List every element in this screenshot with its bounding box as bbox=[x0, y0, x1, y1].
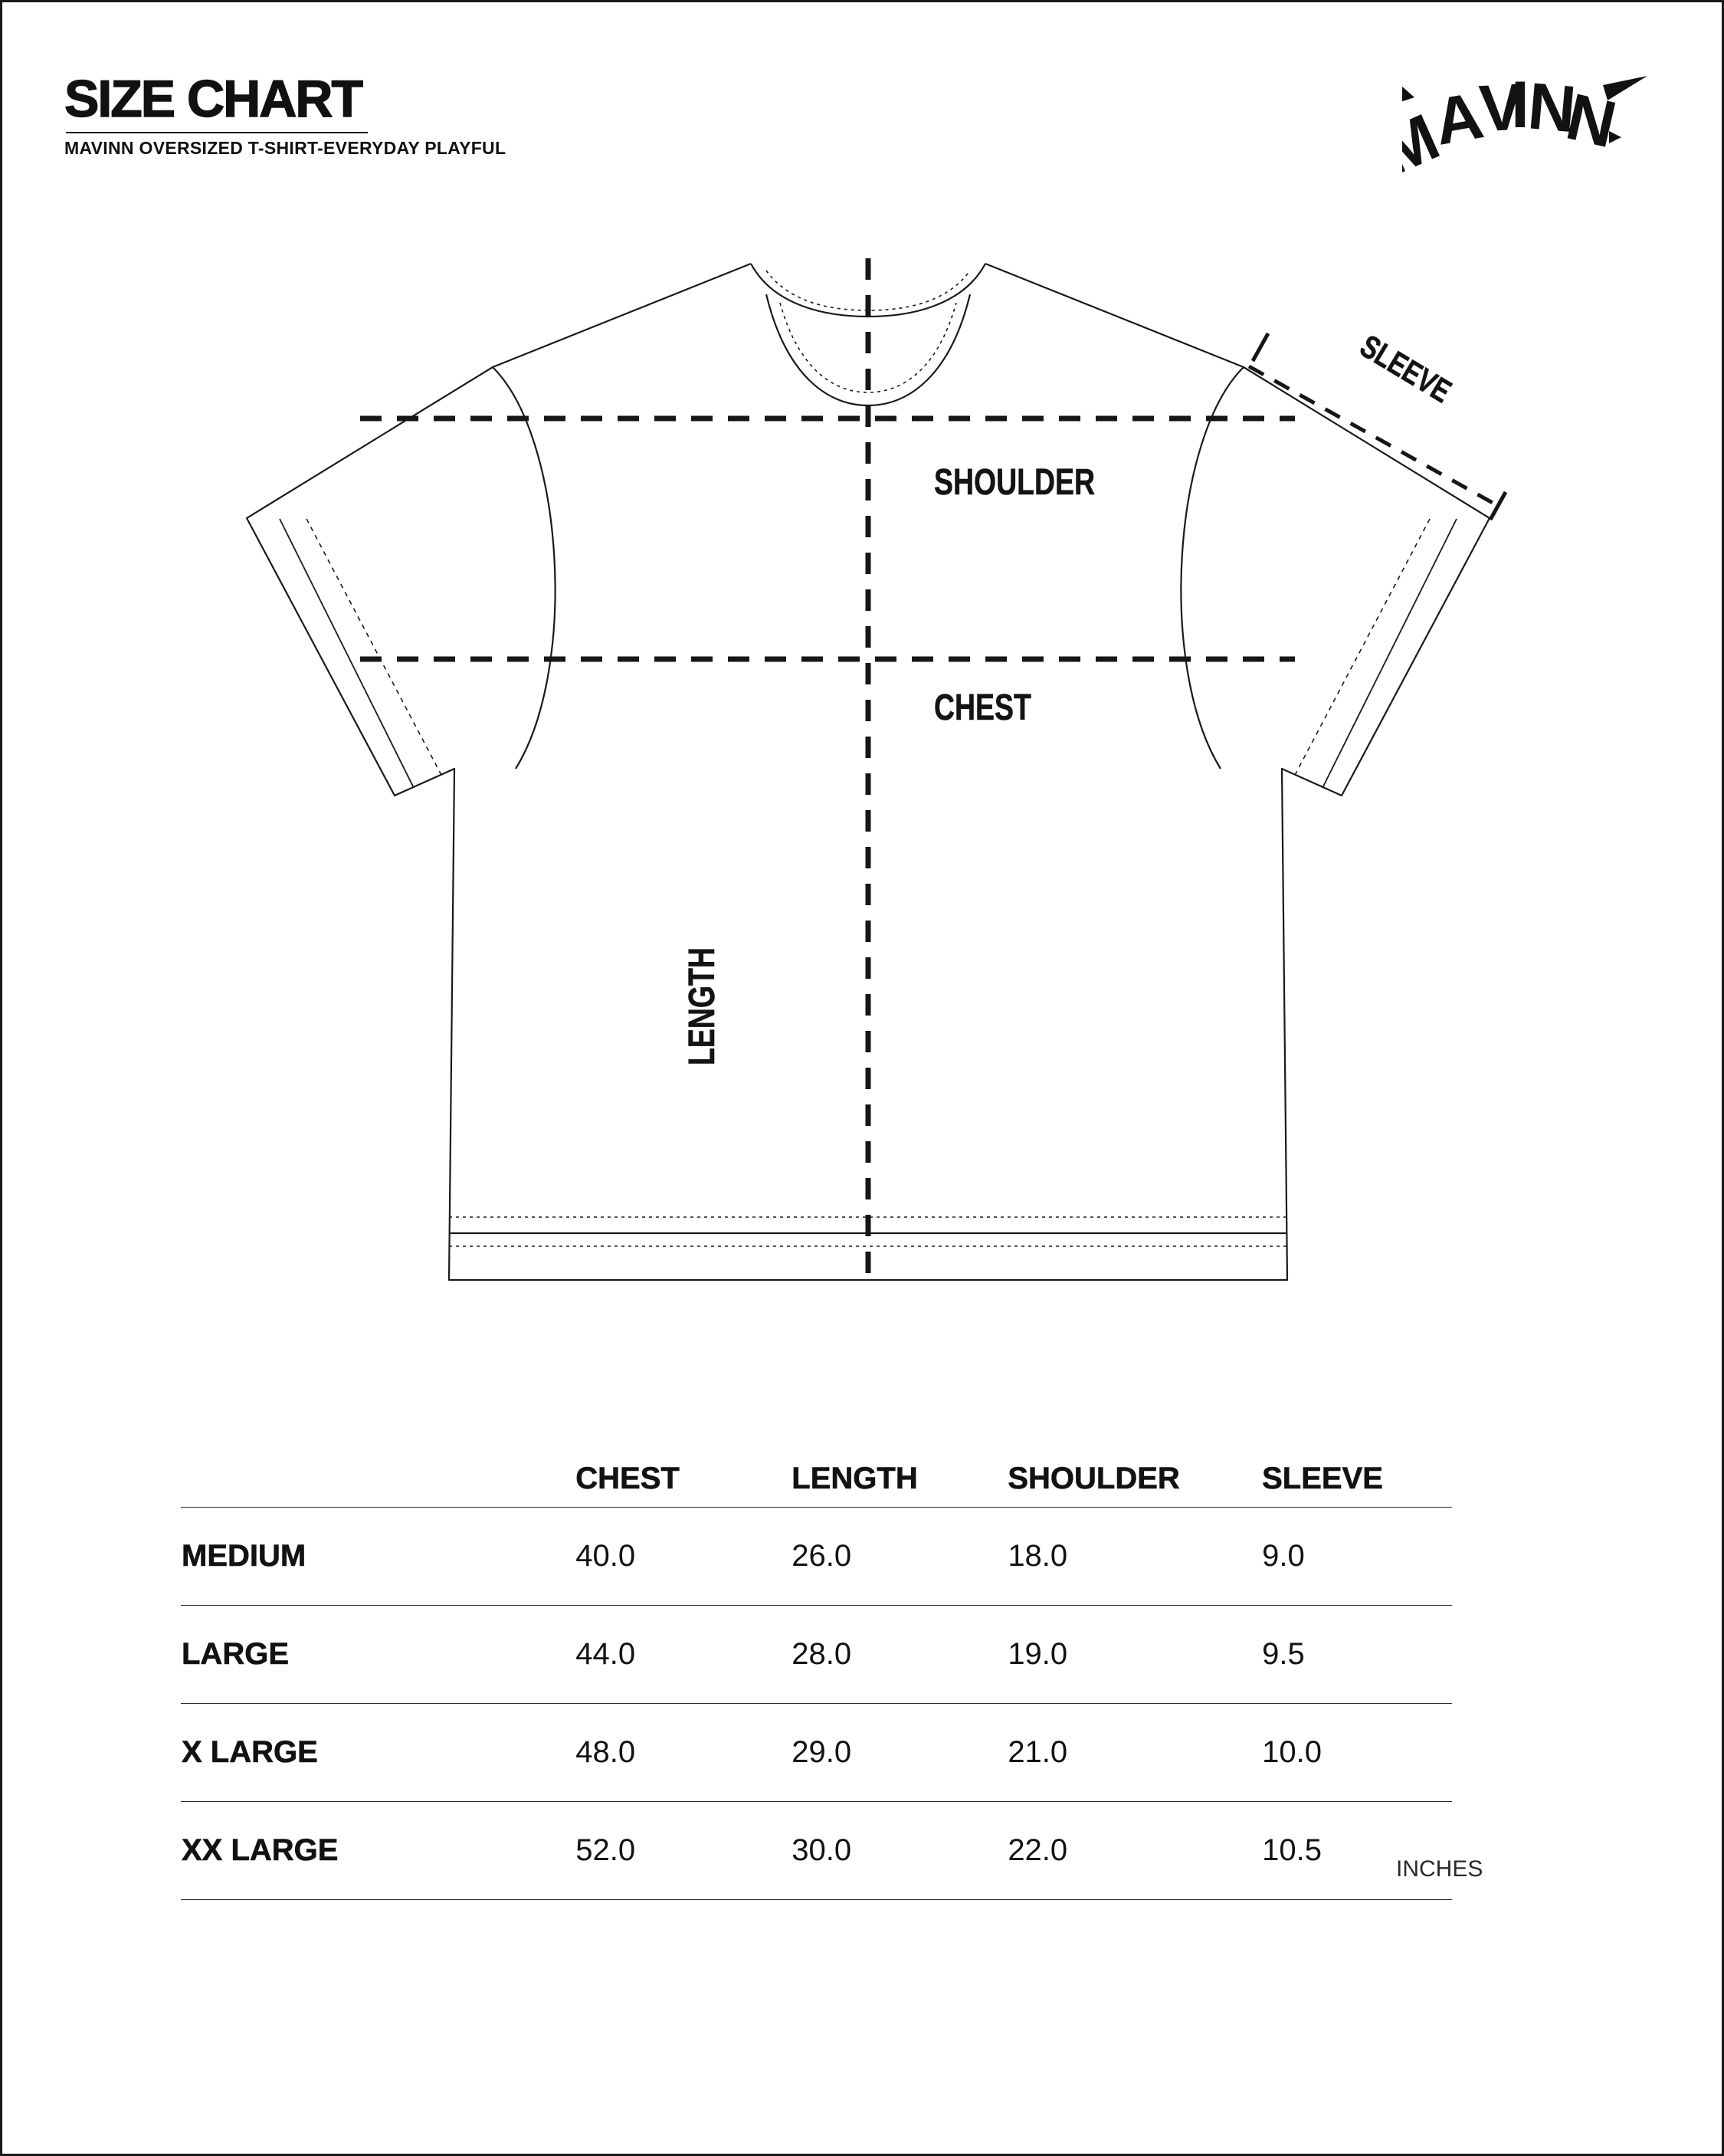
svg-text:CHEST: CHEST bbox=[934, 687, 1031, 729]
svg-text:LENGTH: LENGTH bbox=[682, 947, 723, 1065]
svg-text:SHOULDER: SHOULDER bbox=[934, 462, 1095, 504]
svg-text:SLEEVE: SLEEVE bbox=[1354, 328, 1457, 410]
